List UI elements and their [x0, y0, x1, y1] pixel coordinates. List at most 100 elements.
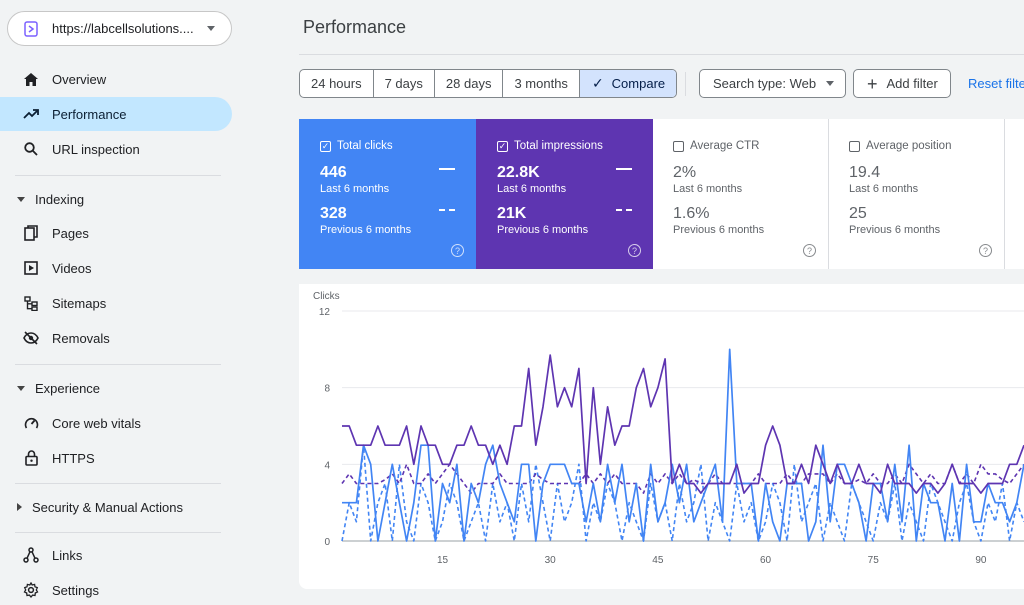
nav-label: HTTPS — [52, 450, 95, 466]
nav-url-inspection[interactable]: URL inspection — [0, 132, 232, 166]
section-security[interactable]: Security & Manual Actions — [0, 495, 232, 519]
nav-overview[interactable]: Overview — [0, 62, 232, 96]
y-tick-label: 8 — [324, 384, 330, 395]
range-28-days[interactable]: 28 days — [435, 70, 504, 97]
metric-value: 446 — [320, 164, 347, 181]
range-compare-label: Compare — [611, 76, 666, 91]
legend-dashed-line — [439, 209, 455, 211]
home-icon — [23, 71, 39, 87]
checkbox-checked[interactable]: ✓ — [497, 140, 508, 152]
nav-links[interactable]: Links — [0, 538, 232, 572]
x-tick-label: 90 — [975, 555, 987, 566]
plus-icon: + — [867, 73, 878, 94]
nav-https[interactable]: HTTPS — [0, 441, 232, 475]
x-tick-label: 75 — [868, 555, 880, 566]
nav-sitemaps[interactable]: Sitemaps — [0, 286, 232, 320]
divider — [15, 483, 221, 484]
nav-performance[interactable]: Performance — [0, 97, 232, 131]
nav-label: Performance — [52, 106, 127, 122]
metric-period: Last 6 months — [849, 183, 919, 195]
checkbox-unchecked[interactable] — [849, 140, 860, 152]
metric-period: Last 6 months — [673, 183, 743, 195]
section-label: Indexing — [35, 191, 85, 207]
pages-icon — [23, 225, 39, 241]
metric-value: 22.8K — [497, 164, 540, 181]
toolbar-separator — [685, 72, 686, 96]
property-selector[interactable]: https://labcellsolutions.... — [7, 11, 232, 46]
divider — [15, 175, 221, 176]
property-url: https://labcellsolutions.... — [52, 21, 194, 36]
search-type-dropdown[interactable]: Search type: Web — [699, 69, 846, 98]
divider — [15, 364, 221, 365]
range-compare[interactable]: ✓ Compare — [579, 70, 677, 97]
y-tick-label: 0 — [324, 537, 330, 548]
lock-icon — [23, 450, 39, 466]
nav-label: Removals — [52, 330, 110, 346]
add-filter-button[interactable]: + Add filter — [853, 69, 951, 98]
nav-removals[interactable]: Removals — [0, 321, 232, 355]
search-type-label: Search type: Web — [713, 76, 817, 91]
section-indexing[interactable]: Indexing — [0, 187, 232, 211]
sidebar: https://labcellsolutions.... Overview Pe… — [0, 0, 250, 605]
x-tick-label: 15 — [437, 555, 449, 566]
help-icon[interactable]: ? — [451, 244, 464, 257]
expand-icon — [17, 503, 22, 511]
metric-prev-value: 25 — [849, 205, 867, 222]
nav-core-web-vitals[interactable]: Core web vitals — [0, 406, 232, 440]
metric-period: Last 6 months — [320, 183, 390, 195]
range-24-hours[interactable]: 24 hours — [300, 70, 374, 97]
performance-chart-card: Clicks 0 4 8 12 15 30 45 60 75 90 — [299, 284, 1024, 589]
checkbox-checked[interactable]: ✓ — [320, 140, 331, 152]
nav-label: Links — [52, 547, 83, 563]
metric-label: Average CTR — [690, 140, 760, 152]
search-icon — [23, 141, 39, 157]
range-7-days[interactable]: 7 days — [374, 70, 435, 97]
help-icon[interactable]: ? — [628, 244, 641, 257]
y-tick-label: 4 — [324, 460, 330, 471]
metric-period: Last 6 months — [497, 183, 567, 195]
metric-value: 2% — [673, 164, 697, 181]
help-icon[interactable]: ? — [803, 244, 816, 257]
metric-prev-period: Previous 6 months — [849, 224, 941, 236]
add-filter-label: Add filter — [886, 76, 938, 91]
checkbox-unchecked[interactable] — [673, 140, 684, 152]
nav-videos[interactable]: Videos — [0, 251, 232, 285]
nav-label: URL inspection — [52, 141, 140, 157]
range-3-months[interactable]: 3 months — [503, 70, 580, 97]
links-icon — [23, 547, 39, 563]
visibility-off-icon — [23, 330, 39, 346]
property-icon — [24, 20, 38, 37]
nav-label: Pages — [52, 225, 89, 241]
nav-settings[interactable]: Settings — [0, 573, 232, 605]
x-tick-label: 45 — [652, 555, 664, 566]
metric-card-impressions[interactable]: ✓ Total impressions 22.8K Last 6 months 2… — [476, 119, 653, 269]
divider — [15, 532, 221, 533]
series-line-total-impressions — [342, 354, 1024, 494]
speed-icon — [23, 415, 39, 431]
section-experience[interactable]: Experience — [0, 376, 232, 400]
sitemap-icon — [23, 295, 39, 311]
nav-pages[interactable]: Pages — [0, 216, 232, 250]
series-line-total-clicks — [342, 348, 1024, 542]
metric-label: Total impressions — [514, 140, 603, 152]
y-tick-label: 12 — [319, 307, 331, 318]
check-icon: ✓ — [591, 75, 604, 91]
collapse-icon — [17, 385, 25, 391]
reset-filters-link[interactable]: Reset filte — [968, 76, 1024, 91]
metric-card-clicks[interactable]: ✓ Total clicks 446 Last 6 months 328 Prev… — [299, 119, 476, 269]
chevron-down-icon — [826, 81, 835, 86]
page-title: Performance — [303, 17, 407, 37]
section-label: Security & Manual Actions — [32, 499, 184, 515]
nav-label: Core web vitals — [52, 415, 141, 431]
performance-chart[interactable]: Clicks 0 4 8 12 15 30 45 60 75 90 — [299, 284, 1024, 589]
metric-card-position[interactable]: Average position 19.4 Last 6 months 25 P… — [828, 119, 1005, 269]
nav-label: Videos — [52, 260, 92, 276]
metric-card-ctr[interactable]: Average CTR 2% Last 6 months 1.6% Previo… — [652, 119, 829, 269]
metric-prev-period: Previous 6 months — [320, 224, 412, 236]
nav-label: Settings — [52, 582, 99, 598]
date-range-group: 24 hours 7 days 28 days 3 months ✓ Compa… — [299, 69, 678, 98]
metric-prev-value: 21K — [497, 205, 527, 222]
metric-cards: ✓ Total clicks 446 Last 6 months 328 Prev… — [299, 119, 1024, 269]
help-icon[interactable]: ? — [979, 244, 992, 257]
gear-icon — [23, 582, 39, 598]
